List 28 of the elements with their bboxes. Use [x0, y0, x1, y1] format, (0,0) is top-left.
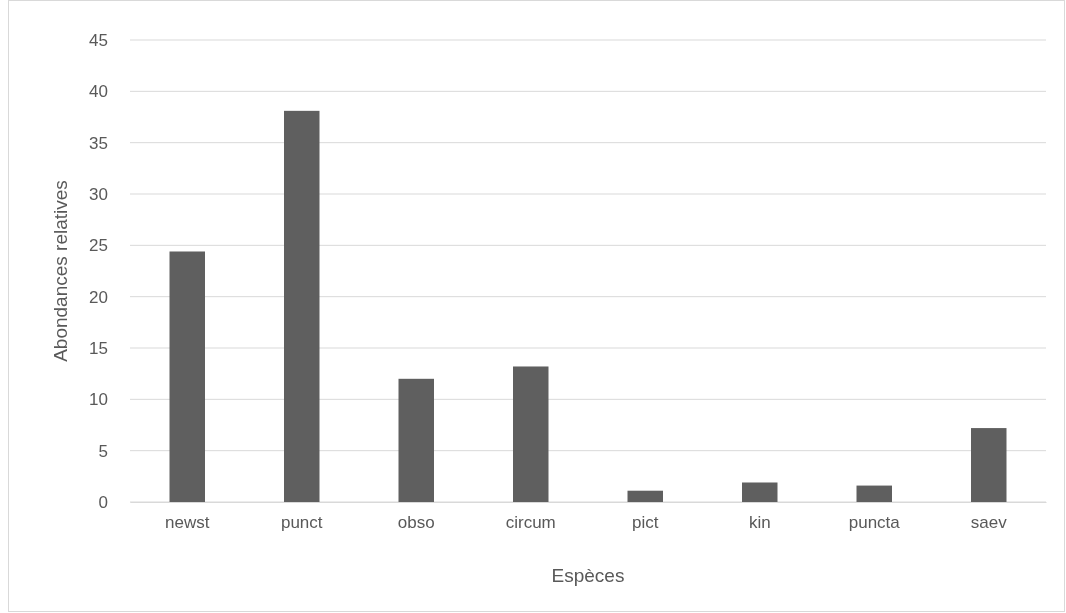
bar	[971, 428, 1007, 502]
x-tick-label: obso	[397, 513, 435, 533]
bar	[627, 490, 663, 502]
y-tick-label: 15	[89, 338, 108, 358]
y-tick-label: 30	[89, 184, 108, 204]
bar	[856, 485, 892, 502]
bar	[169, 251, 205, 502]
x-tick-label: pict	[632, 513, 659, 533]
x-tick-label: puncta	[848, 513, 901, 533]
x-tick-label: kin	[748, 513, 771, 533]
y-tick-label: 5	[98, 441, 108, 461]
x-tick-label: punct	[280, 513, 323, 533]
y-tick-label: 10	[89, 390, 108, 410]
y-tick-label: 45	[89, 30, 108, 50]
bar	[742, 482, 778, 502]
bar	[513, 366, 549, 502]
y-tick-label: 35	[89, 133, 108, 153]
x-tick-label: newst	[165, 513, 210, 533]
bar	[398, 378, 434, 502]
y-tick-label: 20	[89, 287, 108, 307]
x-axis-title: Espèces	[551, 565, 625, 586]
x-tick-label: circum	[505, 513, 556, 533]
bar	[284, 110, 320, 502]
y-tick-label: 40	[89, 82, 108, 102]
x-tick-label: saev	[970, 513, 1008, 533]
y-tick-label: 0	[98, 492, 108, 512]
y-tick-label: 25	[89, 236, 108, 256]
y-axis-title: Abondances relatives	[50, 180, 71, 362]
